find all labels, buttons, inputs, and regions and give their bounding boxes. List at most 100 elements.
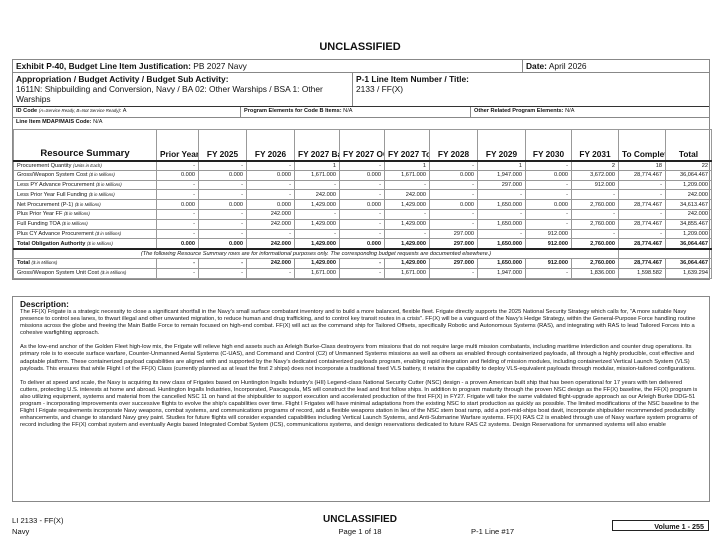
value-cell: 1,671.000 <box>294 267 340 279</box>
value-cell: - <box>246 189 295 201</box>
appropriation-value: 1611N: Shipbuilding and Conversion, Navy… <box>16 84 323 104</box>
value-cell: - <box>384 179 430 191</box>
pe-code-b-value: N/A <box>343 108 353 114</box>
value-cell: 1,429.000 <box>294 238 340 250</box>
value-cell: - <box>198 189 247 201</box>
value-cell: 0.000 <box>198 169 247 181</box>
id-code-note: (A=Service Ready, B=Not Service Ready) <box>38 108 120 113</box>
value-cell: 0.000 <box>156 238 199 250</box>
table-row: Net Procurement (P-1) ($ in Millions) 0.0… <box>13 199 712 210</box>
value-cell: 297.000 <box>429 228 478 240</box>
row-label-cell: Total ($ in Millions) <box>13 257 157 269</box>
value-cell: 2 <box>571 160 619 171</box>
pe-code-b-label: Program Elements for Code B Items: <box>244 108 342 114</box>
table-row: Plus CY Advance Procurement ($ in Millio… <box>13 228 712 240</box>
exhibit-header: Exhibit P-40, Budget Line Item Justifica… <box>12 59 712 280</box>
value-cell: 242.000 <box>294 189 340 201</box>
value-cell: - <box>156 179 199 191</box>
value-cell: 1,209.000 <box>665 179 712 191</box>
table-row: Plus Prior Year FF ($ in Millions) - -242.… <box>13 208 712 220</box>
value-cell: - <box>198 179 247 191</box>
value-cell: 0.000 <box>429 199 478 210</box>
value-cell: 242.000 <box>665 208 712 220</box>
row-label: Gross/Weapon System Unit Cost <box>17 270 99 277</box>
value-cell: 1,429.000 <box>384 257 430 269</box>
value-cell: - <box>525 189 572 201</box>
value-cell: - <box>477 189 526 201</box>
value-cell: - <box>198 228 247 240</box>
value-cell: - <box>156 267 199 279</box>
value-cell: 0.000 <box>246 199 295 210</box>
value-cell: 0.000 <box>246 169 295 181</box>
value-cell: 1,429.000 <box>294 199 340 210</box>
row-label: Net Procurement (P-1) <box>17 201 74 208</box>
value-cell: - <box>156 208 199 220</box>
value-cell: - <box>525 179 572 191</box>
exhibit-title: Exhibit P-40, Budget Line Item Justifica… <box>13 60 523 72</box>
value-cell: 297.000 <box>477 179 526 191</box>
value-cell: 242.000 <box>246 218 295 230</box>
row-label-cell: Net Procurement (P-1) ($ in Millions) <box>13 199 157 210</box>
value-cell: 912.000 <box>525 238 572 250</box>
value-cell: - <box>156 218 199 230</box>
p1-value: 2133 / FF(X) <box>356 84 404 94</box>
row-unit: ($ in Millions) <box>95 230 122 236</box>
column-header: Resource Summary <box>13 129 157 162</box>
table-row: Full Funding TOA ($ in Millions) - -242.00… <box>13 218 712 230</box>
empty-cell <box>618 248 712 259</box>
value-cell: 1,429.000 <box>384 199 430 210</box>
value-cell: 0.000 <box>156 169 199 181</box>
value-cell: - <box>156 189 199 201</box>
value-cell: - <box>198 208 247 220</box>
date-label: Date: <box>526 61 547 71</box>
row-label-cell: Gross/Weapon System Unit Cost ($ in Mill… <box>13 267 157 279</box>
row-unit: ($ in Millions) <box>74 201 101 207</box>
value-cell: - <box>198 218 247 230</box>
exhibit-value: PB 2027 Navy <box>193 61 247 71</box>
column-header: Prior Years <box>156 129 199 162</box>
row-label-cell: Total Obligation Authority ($ in Million… <box>13 238 157 250</box>
description-paragraph: As the low-end anchor of the Golden Flee… <box>20 344 696 372</box>
value-cell: - <box>339 189 385 201</box>
footer-line-item: LI 2133 - FF(X) <box>12 516 64 525</box>
row-label: Less Prior Year Full Funding <box>17 191 88 198</box>
value-cell: 0.000 <box>525 169 572 181</box>
column-header: FY 2026 <box>246 129 295 162</box>
value-cell: - <box>384 208 430 220</box>
row-label: Total <box>17 260 30 267</box>
value-cell: - <box>156 257 199 269</box>
footer-p1-line: P-1 Line #17 <box>471 527 515 536</box>
value-cell: - <box>294 179 340 191</box>
value-cell: 1,650.000 <box>477 238 526 250</box>
column-header: FY 2030 <box>525 129 572 162</box>
value-cell: 1,639.294 <box>665 267 712 279</box>
value-cell: - <box>384 228 430 240</box>
value-cell: - <box>571 189 619 201</box>
value-cell: - <box>525 267 572 279</box>
value-cell: 0.000 <box>156 199 199 210</box>
value-cell: 18 <box>618 160 666 171</box>
footer-service: Navy <box>12 527 30 536</box>
value-cell: 297.000 <box>429 257 478 269</box>
row-label: Plus CY Advance Procurement <box>17 230 94 237</box>
row-unit: (Units in Each) <box>72 162 102 168</box>
value-cell: 1,598.582 <box>618 267 666 279</box>
row-label-cell: Less PY Advance Procurement ($ in Millio… <box>13 179 157 191</box>
value-cell: - <box>477 228 526 240</box>
value-cell: 1 <box>294 160 340 171</box>
value-cell: 1 <box>384 160 430 171</box>
table-row: Gross/Weapon System Cost ($ in Millions)… <box>13 169 712 181</box>
date-value: April 2026 <box>548 61 587 71</box>
value-cell: 1,650.000 <box>477 199 526 210</box>
note-row: (The following Resource Summary rows are… <box>13 248 712 259</box>
row-label: Procurement Quantity <box>17 162 72 169</box>
appropriation-label: Appropriation / Budget Activity / Budget… <box>16 74 229 84</box>
value-cell: 912.000 <box>525 228 572 240</box>
value-cell: - <box>618 208 666 220</box>
value-cell: 1,209.000 <box>665 228 712 240</box>
value-cell: - <box>618 189 666 201</box>
value-cell: 912.000 <box>571 179 619 191</box>
column-header: FY 2027 OOC <box>339 129 385 162</box>
value-cell: 242.000 <box>246 208 295 220</box>
